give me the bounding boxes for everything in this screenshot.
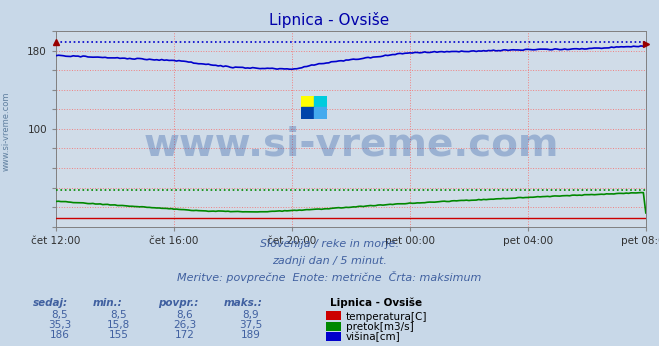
Bar — [301, 107, 314, 119]
Text: maks.:: maks.: — [224, 298, 263, 308]
Text: 37,5: 37,5 — [239, 320, 262, 330]
Text: zadnji dan / 5 minut.: zadnji dan / 5 minut. — [272, 256, 387, 266]
Text: Lipnica - Ovsiše: Lipnica - Ovsiše — [270, 12, 389, 28]
Text: 15,8: 15,8 — [107, 320, 130, 330]
Text: 172: 172 — [175, 330, 194, 340]
Bar — [314, 95, 328, 107]
Text: 189: 189 — [241, 330, 260, 340]
Bar — [314, 107, 328, 119]
Text: www.si-vreme.com: www.si-vreme.com — [2, 92, 11, 171]
Text: 155: 155 — [109, 330, 129, 340]
Text: povpr.:: povpr.: — [158, 298, 198, 308]
Text: 35,3: 35,3 — [47, 320, 71, 330]
Text: sedaj:: sedaj: — [33, 298, 68, 308]
Text: višina[cm]: višina[cm] — [346, 332, 401, 343]
Text: pretok[m3/s]: pretok[m3/s] — [346, 322, 414, 332]
Text: Lipnica - Ovsiše: Lipnica - Ovsiše — [330, 298, 422, 308]
Text: temperatura[C]: temperatura[C] — [346, 312, 428, 321]
Text: Slovenija / reke in morje.: Slovenija / reke in morje. — [260, 239, 399, 249]
Text: 8,6: 8,6 — [176, 310, 193, 320]
Text: Meritve: povprečne  Enote: metrične  Črta: maksimum: Meritve: povprečne Enote: metrične Črta:… — [177, 271, 482, 283]
Text: min.:: min.: — [92, 298, 122, 308]
Bar — [301, 95, 314, 107]
Text: 8,5: 8,5 — [51, 310, 68, 320]
Text: 26,3: 26,3 — [173, 320, 196, 330]
Text: 8,5: 8,5 — [110, 310, 127, 320]
Text: www.si-vreme.com: www.si-vreme.com — [143, 126, 559, 164]
Text: 186: 186 — [49, 330, 69, 340]
Text: 8,9: 8,9 — [242, 310, 259, 320]
